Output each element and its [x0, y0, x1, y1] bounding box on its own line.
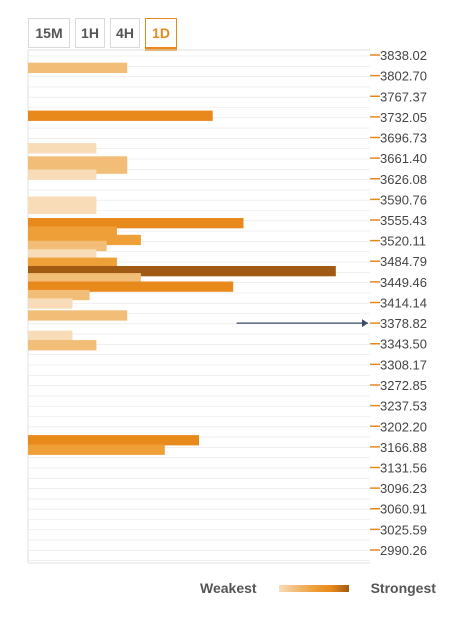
bar-12: [28, 249, 97, 260]
y-tick-label: 3343.50: [380, 337, 427, 352]
timeframe-tabs: 15M 1H 4H 1D: [28, 18, 177, 51]
legend-weakest-label: Weakest: [200, 580, 257, 596]
y-tick-label: 3838.02: [380, 48, 427, 63]
y-tick-label: 3131.56: [380, 460, 427, 475]
y-tick-label: 3272.85: [380, 378, 427, 393]
y-tick-label: 3484.79: [380, 254, 427, 269]
confluence-chart: 3838.02 3802.70 3767.37 3732.05 3696.73 3661.…: [27, 48, 427, 564]
bar-22: [28, 435, 199, 446]
current-price-arrow: [362, 319, 368, 328]
tab-1h[interactable]: 1H: [75, 18, 105, 48]
tab-1d[interactable]: 1D: [145, 18, 177, 51]
y-tick-label: 3802.70: [380, 69, 427, 84]
bar-8: [28, 218, 244, 229]
bar-16: [28, 281, 234, 292]
bar-14: [28, 266, 336, 277]
bar-1: [28, 110, 213, 121]
y-tick-label: 3590.76: [380, 192, 427, 207]
bar-17: [28, 289, 90, 301]
y-tick-label: 3449.46: [380, 275, 427, 290]
tab-15m[interactable]: 15M: [28, 18, 70, 48]
bar-9: [28, 226, 117, 237]
legend-strongest-label: Strongest: [370, 580, 436, 596]
y-tick-label: 3025.59: [380, 522, 427, 537]
bar-20: [28, 330, 73, 341]
bar-19: [28, 310, 128, 321]
y-tick-label: 3520.11: [380, 234, 426, 249]
y-tick-label: 3732.05: [380, 110, 427, 125]
bar-13: [28, 257, 117, 268]
tab-4h[interactable]: 4H: [110, 18, 140, 48]
y-tick-label: 3414.14: [380, 296, 427, 311]
bar-4: [28, 163, 128, 174]
strength-legend: Weakest Strongest: [200, 580, 436, 596]
y-tick-label: 2990.26: [380, 543, 427, 558]
bar-15: [28, 273, 141, 284]
y-tick-label: 3096.23: [380, 481, 427, 496]
y-tick-label: 3696.73: [380, 130, 427, 145]
y-tick-label: 3555.43: [380, 213, 427, 228]
strength-gradient-bar: [278, 584, 349, 592]
bar-7: [28, 203, 97, 214]
y-tick-label: 3767.37: [380, 89, 427, 104]
bar-3: [28, 156, 128, 167]
y-tick-label: 3626.08: [380, 172, 427, 187]
bar-18: [28, 298, 73, 309]
y-tick-label: 3378.82: [380, 316, 427, 331]
y-tick-label: 3237.53: [380, 399, 427, 414]
bar-11: [28, 240, 107, 252]
bar-2: [28, 143, 97, 154]
y-tick-label: 3166.88: [380, 440, 427, 455]
bar-6: [28, 196, 97, 207]
bar-5: [28, 169, 97, 180]
bar-21: [28, 340, 97, 351]
y-tick-label: 3060.91: [380, 502, 427, 517]
bar-10: [28, 234, 141, 246]
y-tick-label: 3308.17: [380, 357, 427, 372]
y-tick-label: 3202.20: [380, 419, 427, 434]
y-tick-label: 3661.40: [380, 151, 427, 166]
bar-0: [28, 62, 128, 73]
bar-23: [28, 444, 165, 455]
